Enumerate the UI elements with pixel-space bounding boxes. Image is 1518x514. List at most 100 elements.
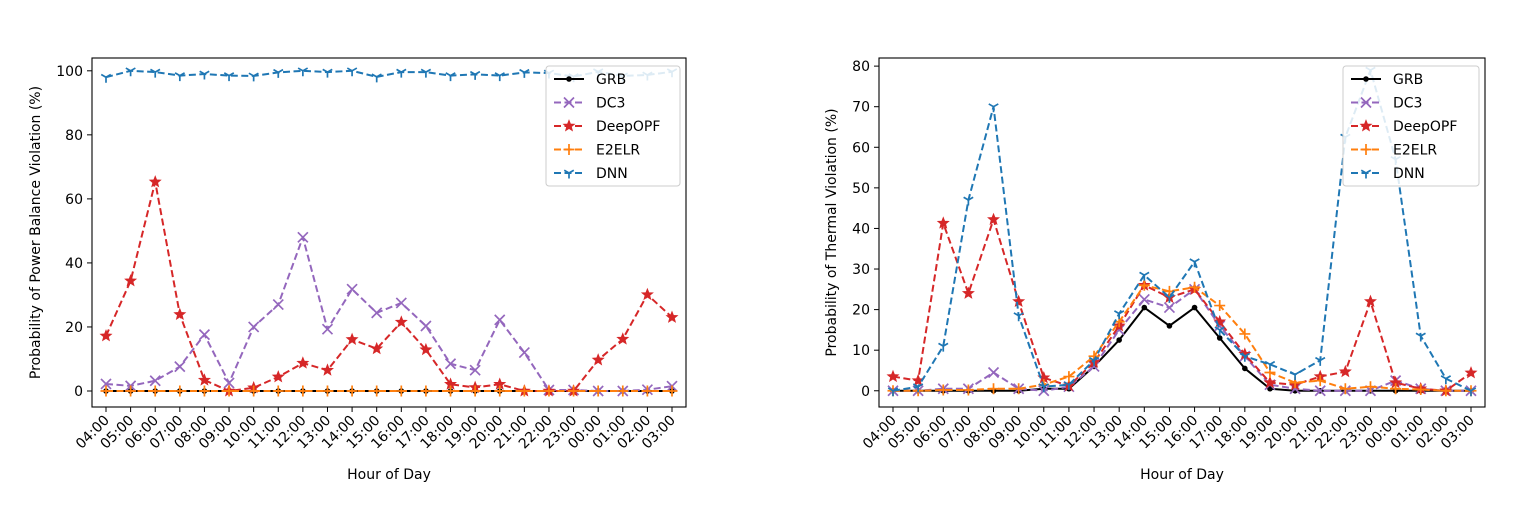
data-point-dnn <box>322 68 333 78</box>
data-point-e2elr <box>641 385 653 397</box>
data-point-dnn <box>494 72 505 82</box>
data-point-dnn <box>445 72 456 82</box>
data-point-dc3 <box>1088 360 1100 373</box>
data-point-dc3 <box>248 321 260 333</box>
y-tick-label: 80 <box>65 128 83 144</box>
data-point-e2elr <box>395 385 407 397</box>
data-point-e2elr <box>174 385 186 397</box>
data-point-deepopf <box>665 310 679 323</box>
data-point-dnn <box>887 387 899 397</box>
data-point-e2elr <box>543 385 555 397</box>
data-point-deepopf <box>591 353 605 366</box>
y-tick-label: 0 <box>74 384 83 400</box>
data-point-e2elr <box>962 384 974 396</box>
legend-marker-deepopf <box>1359 119 1373 132</box>
data-point-dnn <box>469 70 481 80</box>
data-point-dc3 <box>494 314 506 326</box>
data-point-dc3 <box>1138 293 1150 306</box>
data-point-e2elr <box>1364 381 1376 393</box>
data-point-dnn <box>297 67 309 77</box>
data-point-grb <box>1141 304 1148 311</box>
y-tick-label: 20 <box>852 303 870 319</box>
data-point-e2elr <box>223 385 235 397</box>
data-point-e2elr <box>321 385 333 397</box>
data-point-deepopf <box>370 341 384 355</box>
data-point-dnn <box>100 73 112 83</box>
data-point-e2elr <box>272 385 284 397</box>
data-point-dnn <box>199 70 210 80</box>
data-point-e2elr <box>420 385 432 397</box>
legend: GRB DC3 DeepOPF E2ELR DNN <box>1342 65 1480 187</box>
data-point-dnn <box>371 73 382 83</box>
legend-marker-deepopf <box>562 119 576 132</box>
data-point-e2elr <box>494 385 506 397</box>
data-point-dc3 <box>469 364 481 376</box>
data-point-dnn <box>1239 352 1251 362</box>
data-point-grb <box>1166 323 1173 329</box>
legend-label-grb: GRB <box>596 72 626 88</box>
data-point-e2elr <box>988 383 1000 395</box>
y-tick-label: 70 <box>852 100 870 116</box>
legend-marker-e2elr <box>1360 144 1372 155</box>
data-point-e2elr <box>445 385 457 397</box>
data-point-e2elr <box>1214 300 1226 312</box>
data-point-deepopf <box>1263 375 1277 389</box>
y-tick-label: 0 <box>861 384 870 400</box>
data-point-deepopf <box>1338 364 1352 378</box>
data-point-dc3 <box>198 329 211 341</box>
data-point-dc3 <box>223 377 235 389</box>
data-point-dc3 <box>297 231 309 243</box>
y-axis-label: Probability of Power Balance Violation (… <box>28 86 44 379</box>
series-line-dc3 <box>105 236 673 392</box>
y-tick-label: 50 <box>852 181 870 197</box>
data-point-e2elr <box>1063 371 1075 383</box>
data-point-dnn <box>1013 312 1024 322</box>
data-point-e2elr <box>568 385 580 397</box>
legend-marker-dnn <box>563 169 575 179</box>
data-point-e2elr <box>469 385 481 397</box>
data-point-deepopf <box>936 216 950 229</box>
data-point-dc3 <box>1314 385 1326 397</box>
data-point-dnn <box>125 67 136 77</box>
data-point-dc3 <box>346 283 358 295</box>
legend-label-dnn: DNN <box>596 166 628 182</box>
data-point-e2elr <box>346 385 358 397</box>
data-point-dnn <box>1164 293 1175 303</box>
data-point-dc3 <box>174 361 186 373</box>
data-point-e2elr <box>100 385 112 397</box>
data-point-dnn <box>1315 356 1326 366</box>
y-tick-label: 100 <box>56 64 83 80</box>
data-point-e2elr <box>297 385 309 397</box>
data-point-dnn <box>396 68 407 78</box>
data-point-dc3 <box>272 298 284 311</box>
data-point-deepopf <box>124 274 138 287</box>
data-point-deepopf <box>173 307 187 320</box>
series-line-dc3 <box>893 288 1471 392</box>
data-point-dc3 <box>395 297 407 309</box>
data-point-dnn <box>1113 310 1125 320</box>
data-point-e2elr <box>1013 383 1025 395</box>
data-point-deepopf <box>197 373 211 386</box>
data-point-grb <box>1216 335 1223 341</box>
legend-label-dnn: DNN <box>1393 166 1425 182</box>
data-point-dc3 <box>1163 301 1176 314</box>
data-point-dc3 <box>518 346 530 359</box>
data-point-e2elr <box>666 385 678 397</box>
data-point-deepopf <box>345 332 359 345</box>
legend-marker-dc3 <box>563 96 575 109</box>
data-point-dnn <box>1440 375 1452 385</box>
data-point-grb <box>1116 337 1122 343</box>
data-point-dnn <box>346 67 358 77</box>
y-tick-label: 60 <box>852 140 870 156</box>
data-point-e2elr <box>1189 281 1201 293</box>
data-point-dnn <box>1063 381 1075 391</box>
x-axis-label: Hour of Day <box>1140 467 1224 483</box>
data-point-deepopf <box>616 332 630 345</box>
series-dc3 <box>100 231 678 397</box>
data-point-e2elr <box>1440 385 1452 397</box>
data-point-dnn <box>912 383 924 393</box>
data-point-deepopf <box>1464 366 1478 379</box>
data-point-dnn <box>938 342 949 352</box>
data-point-e2elr <box>1339 383 1351 395</box>
